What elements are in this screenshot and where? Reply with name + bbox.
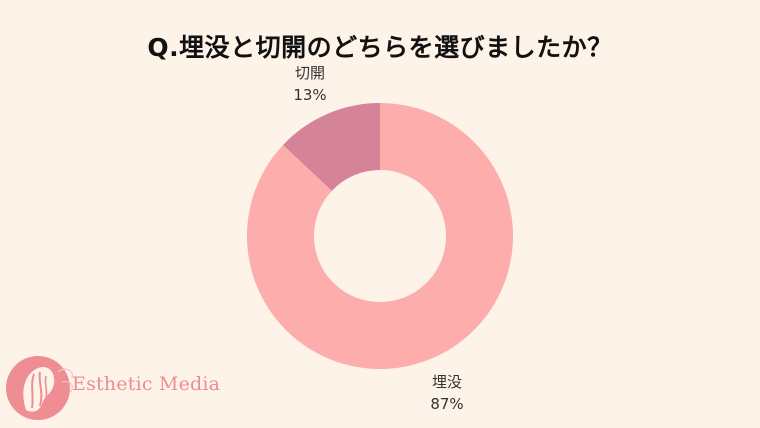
donut-slice-0: [247, 103, 514, 369]
logo-text: Esthetic Media: [72, 373, 221, 395]
slice-name: 切開: [294, 64, 325, 82]
esthetic-media-logo: [6, 356, 74, 420]
donut-slice-1: [283, 103, 380, 191]
slice-label-setsukai: 切開 13%: [275, 62, 345, 106]
slice-percent: 13%: [293, 86, 327, 104]
slice-percent: 87%: [430, 395, 464, 413]
slice-name: 埋没: [431, 373, 462, 391]
chart-title: Q.埋没と切開のどちらを選びましたか？: [147, 33, 613, 62]
slice-label-maibotsu: 埋没 87%: [412, 371, 482, 415]
